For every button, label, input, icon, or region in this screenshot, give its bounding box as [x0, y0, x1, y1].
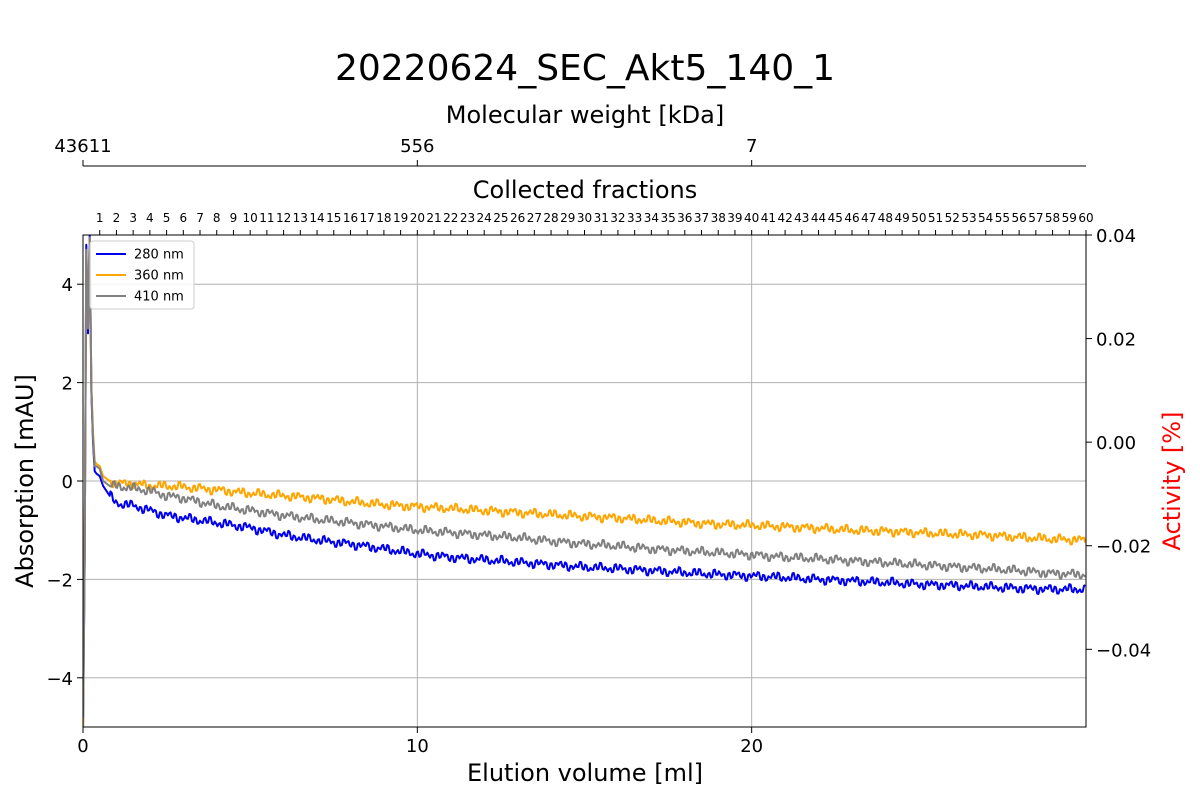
fraction-tick-label: 47 [861, 211, 876, 225]
fraction-tick-label: 54 [978, 211, 993, 225]
mw-tick-label: 43611 [54, 136, 111, 157]
fraction-tick-label: 51 [928, 211, 943, 225]
fraction-tick-label: 53 [961, 211, 976, 225]
fraction-tick-label: 17 [360, 211, 375, 225]
fraction-tick-label: 59 [1062, 211, 1077, 225]
fraction-tick-label: 12 [276, 211, 291, 225]
y2-tick-label: 0.00 [1096, 433, 1136, 454]
fraction-tick-label: 3 [129, 211, 137, 225]
legend-label: 360 nm [134, 269, 184, 284]
fraction-tick-label: 8 [213, 211, 221, 225]
fraction-tick-label: 50 [911, 211, 926, 225]
fraction-tick-label: 33 [627, 211, 642, 225]
fraction-tick-label: 52 [945, 211, 960, 225]
fraction-tick-label: 58 [1045, 211, 1060, 225]
fraction-tick-label: 10 [243, 211, 258, 225]
fraction-tick-label: 24 [477, 211, 492, 225]
fraction-tick-label: 36 [677, 211, 692, 225]
fraction-tick-label: 1 [96, 211, 104, 225]
fraction-tick-label: 46 [844, 211, 859, 225]
fraction-tick-label: 9 [230, 211, 238, 225]
fraction-tick-label: 38 [711, 211, 726, 225]
y-tick-label: 0 [62, 472, 73, 493]
y2-ticks: −0.04 −0.02 0.00 0.02 0.04 [1086, 226, 1151, 661]
fraction-tick-label: 13 [293, 211, 308, 225]
fraction-tick-label: 28 [543, 211, 558, 225]
y-tick-label: 2 [62, 374, 73, 395]
fraction-tick-label: 20 [410, 211, 425, 225]
fraction-tick-label: 23 [460, 211, 475, 225]
fraction-tick-label: 56 [1011, 211, 1026, 225]
fraction-tick-label: 44 [811, 211, 826, 225]
fraction-tick-label: 15 [326, 211, 341, 225]
fraction-tick-label: 29 [560, 211, 575, 225]
y2-tick-label: 0.02 [1096, 330, 1136, 351]
fraction-tick-label: 22 [443, 211, 458, 225]
fraction-tick-label: 30 [577, 211, 592, 225]
fraction-tick-label: 42 [777, 211, 792, 225]
x-tick-label: 0 [77, 736, 88, 757]
fraction-tick-label: 6 [179, 211, 187, 225]
legend-box [89, 240, 195, 310]
x-axis-label: Elution volume [ml] [467, 759, 703, 787]
y2-axis-label: Activity [%] [1158, 412, 1186, 551]
fraction-tick-label: 49 [894, 211, 909, 225]
fraction-tick-label: 25 [493, 211, 508, 225]
y-tick-label: −2 [46, 570, 73, 591]
fraction-tick-label: 14 [309, 211, 324, 225]
fraction-tick-label: 7 [196, 211, 204, 225]
fraction-tick-label: 39 [727, 211, 742, 225]
fraction-tick-label: 40 [744, 211, 759, 225]
fraction-tick-label: 31 [594, 211, 609, 225]
y-tick-label: −4 [46, 669, 73, 690]
fraction-tick-label: 34 [644, 211, 659, 225]
fraction-tick-label: 41 [761, 211, 776, 225]
legend-label: 280 nm [134, 248, 184, 263]
fraction-tick-label: 37 [694, 211, 709, 225]
fraction-tick-label: 18 [376, 211, 391, 225]
fraction-tick-label: 32 [610, 211, 625, 225]
mw-axis-label: Molecular weight [kDa] [446, 101, 724, 129]
mw-ticks: 43611 556 7 [54, 136, 757, 166]
grid [83, 235, 1086, 727]
y2-tick-label: −0.04 [1096, 640, 1151, 661]
x-tick-label: 10 [406, 736, 429, 757]
x-tick-label: 20 [740, 736, 763, 757]
y2-tick-label: −0.02 [1096, 537, 1151, 558]
legend: 280 nm 360 nm 410 nm [89, 240, 195, 310]
fraction-tick-label: 5 [163, 211, 171, 225]
fraction-tick-label: 21 [426, 211, 441, 225]
fraction-tick-label: 55 [995, 211, 1010, 225]
x-ticks: 0 10 20 [77, 727, 763, 757]
fraction-tick-label: 27 [527, 211, 542, 225]
legend-label: 410 nm [134, 290, 184, 305]
y2-tick-label: 0.04 [1096, 226, 1136, 247]
fraction-tick-label: 57 [1028, 211, 1043, 225]
series-lines [83, 235, 1086, 727]
y-axis-label: Absorption [mAU] [11, 374, 39, 588]
fraction-tick-label: 60 [1078, 211, 1093, 225]
fraction-tick-label: 35 [660, 211, 675, 225]
fraction-tick-label: 48 [878, 211, 893, 225]
fraction-tick-label: 19 [393, 211, 408, 225]
mw-tick-label: 7 [746, 136, 757, 157]
fraction-tick-label: 43 [794, 211, 809, 225]
fraction-axis-label: Collected fractions [473, 176, 697, 204]
fraction-tick-label: 45 [828, 211, 843, 225]
fraction-tick-label: 11 [259, 211, 274, 225]
fraction-ticks: 1 2 3 4 5 6 7 8 9 10 11 12 13 14 15 16 17 18 19 20 21 22 23 24 2… [96, 211, 1094, 235]
chart-title: 20220624_SEC_Akt5_140_1 [335, 48, 835, 89]
fraction-tick-label: 2 [113, 211, 121, 225]
y-ticks: −4 −2 0 2 4 [46, 275, 83, 690]
fraction-tick-label: 16 [343, 211, 358, 225]
series-line-280-nm [83, 235, 1086, 727]
mw-tick-label: 556 [400, 136, 434, 157]
series-line-410-nm [83, 236, 1086, 718]
fraction-tick-label: 26 [510, 211, 525, 225]
y-tick-label: 4 [62, 275, 73, 296]
series-line-360-nm [83, 238, 1086, 727]
fraction-tick-label: 4 [146, 211, 154, 225]
